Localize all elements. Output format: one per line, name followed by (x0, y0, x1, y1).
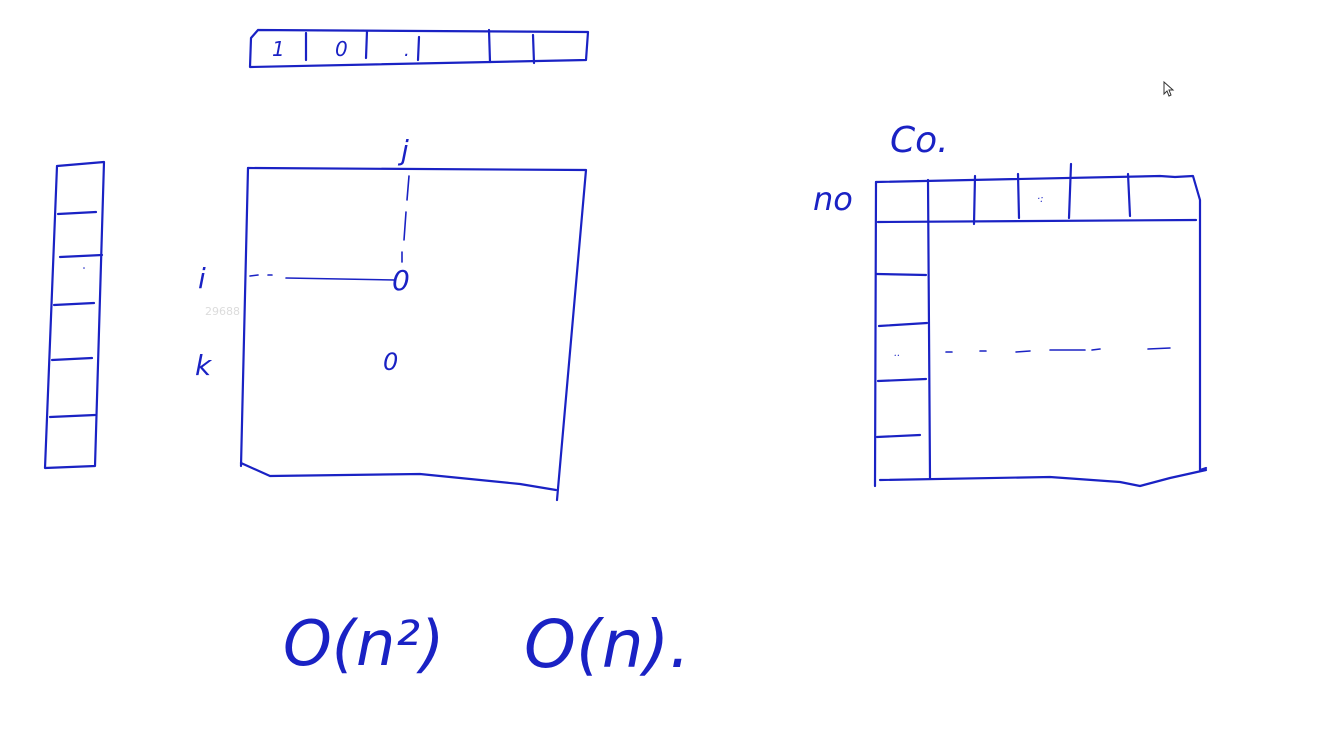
table-row-label: no (813, 180, 853, 218)
top-array-cell-2: 0 (335, 37, 348, 61)
top-array-cell-3: . (404, 40, 410, 61)
table-title: Co. (890, 120, 949, 161)
left-array (43, 160, 106, 470)
top-array: 1 0 . (248, 28, 590, 69)
watermark: 29688 (205, 305, 240, 318)
matrix-mark-kj: 0 (383, 348, 398, 376)
matrix-column-label: j (397, 134, 409, 167)
row-guide-line (249, 274, 396, 281)
complexity-left: O(n²) (283, 607, 444, 680)
matrix-mark-ij: 0 (392, 264, 410, 297)
top-array-cell-1: 1 (272, 37, 285, 61)
column-guide-line (401, 175, 410, 263)
complexity-notes: O(n²) O(n). (283, 606, 690, 683)
table-cell-dot-top: ·: (1037, 194, 1044, 205)
matrix-row-label-i: i (198, 262, 206, 295)
dp-table: Co. no ·: .. (813, 120, 1208, 488)
matrix-row-label-k: k (195, 349, 213, 382)
table-cell-dot-left: .. (894, 348, 900, 359)
matrix: j i k 0 0 29688 (195, 134, 588, 502)
table-dashed-row (945, 347, 1171, 353)
complexity-right: O(n). (524, 606, 690, 683)
mouse-pointer-icon (1163, 80, 1175, 97)
